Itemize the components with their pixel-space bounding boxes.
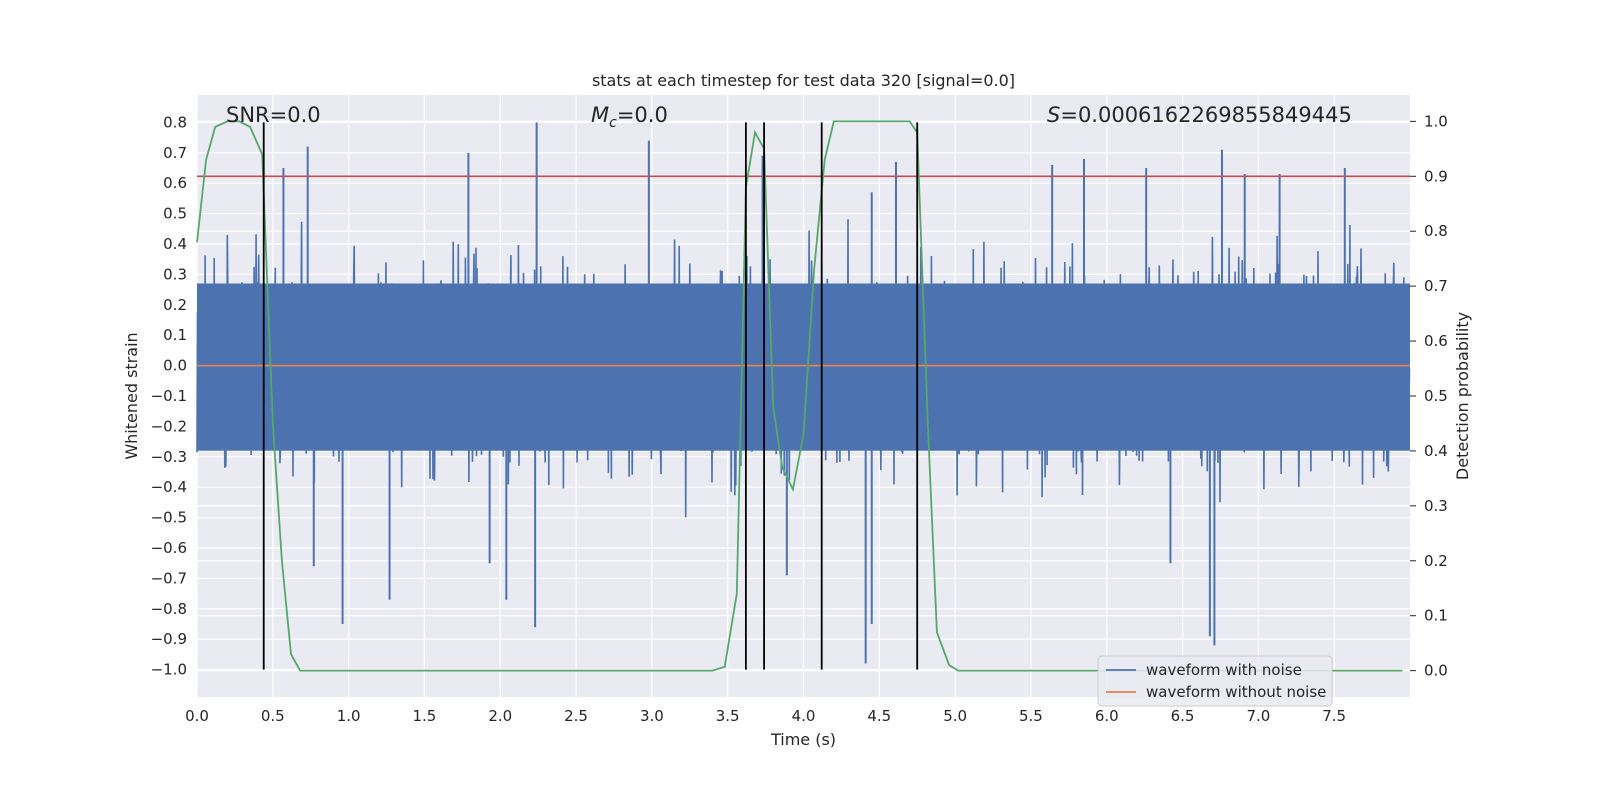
y2-tick-label: 0.0 <box>1424 662 1448 680</box>
y-tick-label: −1.0 <box>151 661 187 679</box>
y-axis-title: Whitened strain <box>122 332 141 459</box>
x-tick-label: 0.5 <box>261 707 285 725</box>
y-tick-label: 0.8 <box>163 113 187 131</box>
y-tick-label: 0.4 <box>163 235 187 253</box>
score-value: =0.0006162269855849445 <box>1060 103 1352 127</box>
x-tick-label: 7.5 <box>1322 707 1346 725</box>
y-tick-label: 0.7 <box>163 144 187 162</box>
y-tick-label: 0.6 <box>163 174 187 192</box>
y2-tick-label: 1.0 <box>1424 112 1448 130</box>
series-detection-probability <box>196 120 1403 672</box>
y2-tick-label: 0.8 <box>1424 222 1448 240</box>
y-tick-label: −0.9 <box>151 630 187 648</box>
legend: waveform with noise waveform without noi… <box>1097 655 1333 707</box>
y-tick-label: −0.5 <box>151 509 187 527</box>
score-symbol: S <box>1047 103 1060 127</box>
y-tick-label: 0.3 <box>163 265 187 283</box>
y2-tick-label: 0.3 <box>1424 497 1448 515</box>
x-tick-label: 1.5 <box>413 707 437 725</box>
y-tick-label: −0.4 <box>151 478 187 496</box>
y-tick-label: −0.1 <box>151 387 187 405</box>
y2-tick-label: 0.1 <box>1424 607 1448 625</box>
y-tick-label: −0.8 <box>151 600 187 618</box>
snr-annotation: SNR=0.0 <box>226 103 321 127</box>
y2-tick-label: 0.5 <box>1424 387 1448 405</box>
x-tick-label: 6.5 <box>1171 707 1195 725</box>
x-tick-label: 2.5 <box>564 707 588 725</box>
x-tick-label: 3.5 <box>716 707 740 725</box>
x-tick-label: 5.5 <box>1019 707 1043 725</box>
x-tick-label: 4.5 <box>867 707 891 725</box>
y-tick-label: −0.7 <box>151 569 187 587</box>
x-tick-label: 1.0 <box>337 707 361 725</box>
x-tick-label: 2.0 <box>488 707 512 725</box>
chirp-mass-subscript: c <box>609 115 617 131</box>
chart-title: stats at each timestep for test data 320… <box>592 71 1015 90</box>
y-tick-label: 0.2 <box>163 296 187 314</box>
x-tick-label: 0.0 <box>185 707 209 725</box>
x-tick-label: 4.0 <box>792 707 816 725</box>
y-tick-label: 0.0 <box>163 357 187 375</box>
event-markers <box>262 122 919 670</box>
x-tick-label: 3.0 <box>640 707 664 725</box>
x-tick-label: 6.0 <box>1095 707 1119 725</box>
y2-axis-title: Detection probability <box>1453 312 1472 480</box>
y-tick-label: −0.6 <box>151 539 187 557</box>
chirp-mass-value: =0.0 <box>617 103 668 127</box>
y2-tick-label: 0.4 <box>1424 442 1448 460</box>
y-tick-label: −0.3 <box>151 448 187 466</box>
chirp-mass-annotation: Mc=0.0 <box>591 103 668 131</box>
y2-tick-label: 0.2 <box>1424 552 1448 570</box>
x-tick-label: 7.0 <box>1246 707 1270 725</box>
y2-tick-label: 0.6 <box>1424 332 1448 350</box>
legend-box <box>1097 655 1333 707</box>
score-annotation: S=0.0006162269855849445 <box>1047 103 1352 127</box>
noise-trace <box>196 219 1411 518</box>
chirp-mass-symbol: M <box>591 103 609 127</box>
legend-label-waveform-with-noise: waveform with noise <box>1146 661 1302 679</box>
y2-tick-label: 0.9 <box>1424 167 1448 185</box>
y-tick-label: 0.1 <box>163 326 187 344</box>
axes: 0.0 0.5 1.0 1.5 2.0 2.5 3.0 3.5 4.0 4.5 5.0 5.5 6.0 6… <box>151 112 1448 725</box>
legend-label-waveform-without-noise: waveform without noise <box>1146 683 1326 701</box>
y-tick-label: 0.5 <box>163 205 187 223</box>
y2-tick-label: 0.7 <box>1424 277 1448 295</box>
y-tick-label: −0.2 <box>151 417 187 435</box>
x-axis-title: Time (s) <box>770 730 836 749</box>
series-lines <box>196 120 1410 672</box>
x-tick-label: 5.0 <box>943 707 967 725</box>
